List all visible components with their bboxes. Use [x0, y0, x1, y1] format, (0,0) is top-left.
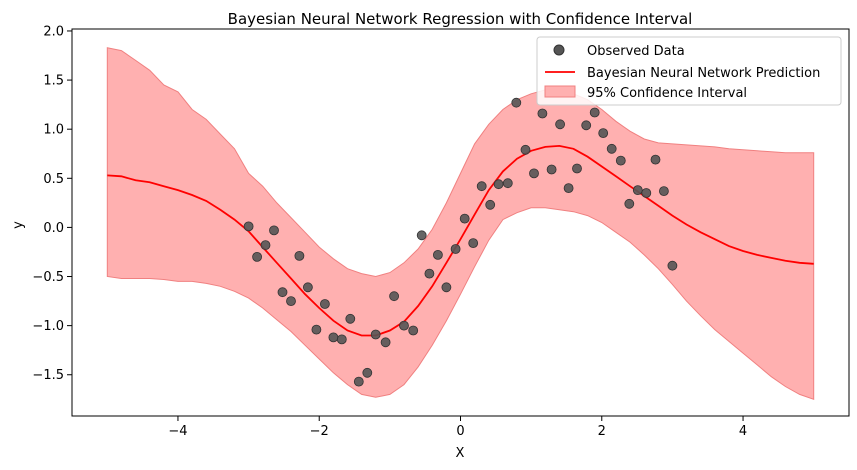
x-axis: −4 −2 0 2 4 — [168, 416, 747, 439]
data-point — [277, 287, 288, 298]
data-point — [459, 213, 470, 224]
data-point — [615, 155, 626, 166]
data-point — [476, 181, 487, 192]
data-point — [286, 296, 296, 307]
x-tick-label: −4 — [168, 424, 187, 439]
chart-title: Bayesian Neural Network Regression with … — [228, 10, 693, 28]
y-axis: −1.5 −1.0 −0.5 0.0 0.5 1.0 1.5 2.0 — [32, 24, 72, 383]
y-tick-label: −1.0 — [32, 319, 64, 334]
data-point — [450, 244, 461, 254]
data-point — [269, 225, 279, 236]
data-point — [606, 143, 617, 154]
data-point — [537, 108, 548, 119]
data-point — [389, 291, 400, 302]
data-point — [362, 367, 373, 378]
y-tick-label: −0.5 — [32, 270, 64, 285]
y-tick-label: 1.5 — [43, 74, 64, 89]
data-point — [555, 119, 565, 130]
data-point — [546, 164, 557, 175]
data-point — [336, 334, 347, 345]
data-point — [624, 198, 635, 209]
data-point — [520, 144, 531, 155]
data-point — [581, 120, 592, 131]
data-point — [319, 299, 330, 309]
legend-fill-marker — [544, 85, 576, 98]
data-point — [563, 183, 574, 194]
data-point — [408, 325, 419, 336]
data-point — [589, 107, 600, 118]
confidence-interval-band — [106, 47, 815, 401]
data-point — [243, 221, 254, 232]
prediction-line — [107, 144, 814, 337]
data-point — [641, 188, 652, 198]
y-axis-label: y — [11, 221, 26, 229]
y-tick-label: 1.0 — [43, 123, 64, 138]
legend-box — [536, 36, 842, 106]
data-point — [432, 249, 443, 260]
x-tick-label: 4 — [739, 424, 747, 439]
data-point — [328, 332, 339, 343]
data-point — [353, 376, 364, 387]
data-point — [370, 329, 381, 340]
data-point — [311, 324, 322, 335]
data-point — [468, 238, 479, 249]
data-point — [294, 250, 305, 261]
data-point — [529, 168, 539, 179]
y-tick-label: 2.0 — [43, 24, 64, 39]
y-tick-label: 0.0 — [43, 221, 64, 236]
data-point — [441, 282, 452, 293]
data-point — [511, 97, 522, 108]
data-point — [424, 268, 435, 279]
data-point — [399, 320, 409, 331]
data-point — [302, 282, 313, 293]
x-tick-label: −2 — [310, 424, 329, 439]
data-point — [260, 240, 271, 251]
data-point — [572, 163, 582, 174]
x-tick-label: 0 — [456, 424, 464, 439]
data-point — [598, 128, 609, 139]
data-point — [493, 179, 504, 190]
data-point — [380, 337, 391, 348]
data-point — [632, 185, 643, 196]
data-point — [659, 186, 669, 197]
legend-label-interval: 95% Confidence Interval — [587, 86, 747, 101]
legend-scatter-marker — [553, 44, 565, 56]
data-point — [416, 230, 427, 241]
y-tick-label: 0.5 — [43, 172, 64, 187]
data-point — [667, 260, 678, 271]
legend: Observed Data Bayesian Neural Network Pr… — [536, 36, 842, 106]
data-point — [650, 154, 661, 165]
data-point — [345, 313, 356, 324]
data-point — [502, 178, 513, 189]
legend-label-prediction: Bayesian Neural Network Prediction — [587, 66, 820, 81]
legend-label-observed: Observed Data — [587, 44, 685, 59]
x-tick-label: 2 — [598, 424, 606, 439]
y-tick-label: −1.5 — [32, 368, 64, 383]
plot-area — [106, 47, 815, 401]
data-point — [485, 199, 496, 210]
x-axis-label: X — [456, 446, 465, 461]
data-point — [252, 251, 263, 262]
